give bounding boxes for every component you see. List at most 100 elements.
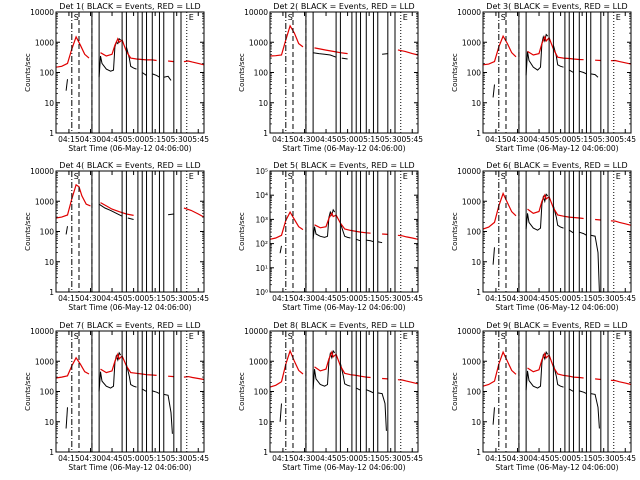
- x-tick-label: 05:00: [123, 294, 145, 303]
- events-series-line: [313, 52, 337, 58]
- x-tick-label: 04:30: [80, 135, 102, 144]
- x-tick-label: 05:15: [358, 294, 380, 303]
- events-series-line: [552, 364, 564, 388]
- lld-series-line: [397, 234, 419, 240]
- y-tick-label: 10: [258, 418, 268, 427]
- plot-frame: [269, 170, 419, 293]
- events-series-line: [125, 364, 137, 388]
- events-series-line: [366, 239, 374, 243]
- events-series-line: [568, 229, 574, 234]
- events-series-line: [377, 392, 387, 431]
- events-series-line: [492, 247, 495, 265]
- x-tick-label: 05:45: [401, 454, 423, 463]
- x-tick-label: 04:15: [58, 294, 80, 303]
- events-series-line: [168, 213, 174, 216]
- events-series-line: [65, 79, 68, 91]
- x-tick-label: 05:30: [380, 294, 402, 303]
- events-series-line: [382, 53, 388, 55]
- events-series-line: [579, 390, 587, 395]
- x-tick-label: 05:30: [166, 135, 188, 144]
- lld-series-line: [269, 210, 304, 240]
- events-series-line: [579, 70, 587, 75]
- x-tick-label: 05:15: [358, 135, 380, 144]
- y-tick-label: 10: [258, 99, 268, 108]
- lld-series-line: [314, 47, 348, 55]
- events-series-line: [356, 238, 361, 242]
- detector-panel-2: Det 2( BLACK = Events, RED = LLD S E 1 10 100…: [238, 2, 423, 153]
- events-series-line: [590, 393, 600, 429]
- time-marker-label: S: [501, 172, 506, 181]
- panel-title: Det 4( BLACK = Events, RED = LLD: [59, 161, 200, 170]
- y-tick-label: 10: [44, 258, 54, 267]
- y-axis-label: Counts/sec: [451, 53, 459, 92]
- y-axis-label: Counts/sec: [238, 53, 246, 92]
- y-tick-label: 1: [476, 129, 481, 138]
- x-tick-label: 04:45: [101, 454, 123, 463]
- events-series-line: [590, 73, 599, 78]
- y-axis-label: Counts/sec: [238, 372, 246, 411]
- time-marker-label: S: [501, 13, 506, 22]
- events-series-line: [525, 193, 549, 231]
- x-tick-label: 04:45: [528, 135, 550, 144]
- plot-frame: [482, 330, 632, 453]
- x-tick-label: 05:00: [337, 294, 359, 303]
- lld-series-line: [482, 191, 517, 230]
- events-series-line: [568, 388, 574, 392]
- panel-title: Det 5( BLACK = Events, RED = LLD: [273, 161, 414, 170]
- time-marker-label: E: [403, 332, 408, 341]
- y-tick-label: 1000: [35, 38, 54, 47]
- x-tick-label: 04:15: [485, 294, 507, 303]
- x-tick-label: 05:45: [401, 294, 423, 303]
- y-tick-label: 10²: [255, 240, 268, 249]
- lld-series-line: [527, 351, 584, 379]
- y-tick-label: 10000: [457, 327, 481, 336]
- y-tick-label: 1: [476, 288, 481, 297]
- x-tick-label: 04:30: [294, 454, 316, 463]
- events-series-line: [355, 387, 361, 391]
- lld-series-line: [168, 60, 174, 63]
- events-series-line: [492, 407, 495, 425]
- time-marker-label: S: [288, 13, 293, 22]
- events-series-line: [152, 390, 160, 395]
- lld-series-line: [55, 35, 90, 68]
- y-tick-label: 10000: [30, 327, 54, 336]
- events-series-line: [341, 57, 348, 60]
- x-tick-label: 05:00: [550, 454, 572, 463]
- lld-series-line: [183, 207, 205, 218]
- y-tick-label: 100: [40, 388, 55, 397]
- y-tick-label: 100: [40, 228, 55, 237]
- y-tick-label: 100: [254, 69, 269, 78]
- x-tick-label: 05:00: [550, 135, 572, 144]
- lld-series-line: [100, 352, 157, 376]
- events-series-line: [568, 69, 574, 73]
- y-tick-label: 10¹: [255, 264, 268, 273]
- x-tick-label: 05:45: [187, 294, 209, 303]
- lld-series-line: [269, 24, 304, 57]
- y-tick-label: 10⁰: [255, 288, 268, 297]
- x-axis-label: Start Time (06-May-12 04:06:00): [282, 463, 405, 472]
- events-series-line: [366, 389, 374, 394]
- events-series-line: [552, 205, 564, 229]
- lld-series-line: [610, 220, 632, 226]
- x-axis-label: Start Time (06-May-12 04:06:00): [495, 303, 618, 312]
- x-tick-label: 04:45: [101, 294, 123, 303]
- events-series-line: [279, 403, 282, 422]
- detector-panel-3: Det 3( BLACK = Events, RED = LLD S E 1 10 100…: [451, 2, 636, 153]
- x-tick-label: 04:15: [272, 454, 294, 463]
- detector-panel-8: Det 8( BLACK = Events, RED = LLD S E 1 10 100…: [238, 321, 423, 472]
- y-tick-label: 10000: [244, 327, 268, 336]
- y-tick-label: 10: [471, 99, 481, 108]
- lld-series-line: [55, 356, 90, 379]
- x-tick-label: 05:30: [166, 454, 188, 463]
- detector-panel-1: Det 1( BLACK = Events, RED = LLD S E 1 10 100…: [24, 2, 209, 153]
- x-tick-label: 05:45: [187, 454, 209, 463]
- y-tick-label: 1: [263, 448, 268, 457]
- y-tick-label: 1000: [462, 357, 481, 366]
- time-marker-label: E: [189, 13, 194, 22]
- y-tick-label: 10000: [457, 8, 481, 17]
- time-marker-label: S: [288, 332, 293, 341]
- events-series-line: [163, 393, 173, 434]
- events-series-line: [492, 84, 495, 98]
- y-tick-label: 1: [49, 129, 54, 138]
